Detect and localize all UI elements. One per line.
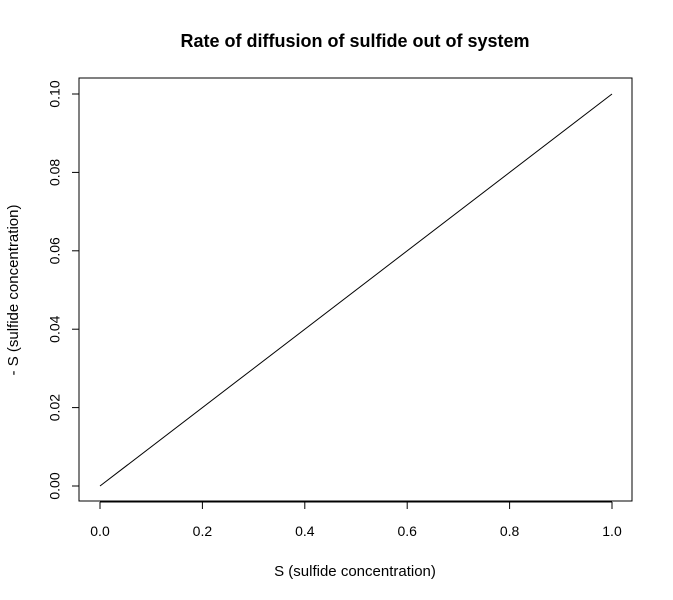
x-tick-label: 0.4 — [295, 523, 315, 539]
y-tick-label: 0.06 — [47, 237, 63, 264]
series-line — [99, 93, 613, 487]
x-tick-label: 0.6 — [397, 523, 417, 539]
x-tick-label: 0.2 — [193, 523, 213, 539]
y-tick-label: 0.10 — [47, 80, 63, 107]
x-axis: 0.0 0.2 0.4 0.6 0.8 1.0 — [90, 501, 622, 539]
series-layer — [99, 93, 613, 487]
y-tick-label: 0.04 — [47, 315, 63, 342]
x-tick-label: 0.0 — [90, 523, 110, 539]
plot-area-frame — [78, 77, 633, 502]
x-tick-label: 1.0 — [602, 523, 622, 539]
y-tick-label: 0.02 — [47, 394, 63, 421]
y-tick-label: 0.08 — [47, 159, 63, 186]
y-axis: 0.00 0.02 0.04 0.06 0.08 0.10 — [47, 80, 80, 500]
y-tick-label: 0.00 — [47, 472, 63, 499]
chart-title: Rate of diffusion of sulfide out of syst… — [180, 31, 529, 51]
x-axis-label: S (sulfide concentration) — [274, 563, 436, 580]
y-axis-label: - S (sulfide concentration) — [5, 205, 22, 376]
x-tick-label: 0.8 — [500, 523, 520, 539]
